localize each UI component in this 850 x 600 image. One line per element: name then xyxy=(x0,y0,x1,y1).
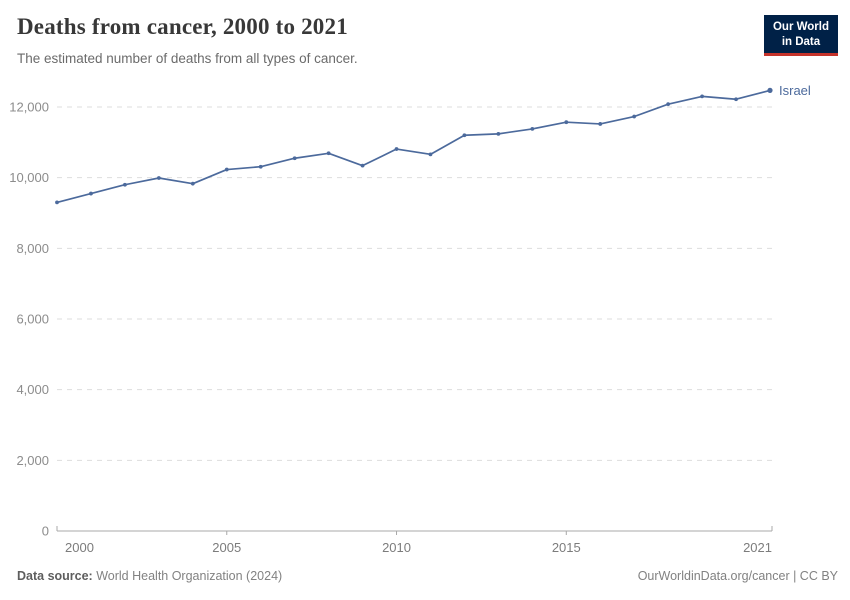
data-point-2000[interactable] xyxy=(55,200,59,205)
data-source: Data source: World Health Organization (… xyxy=(17,569,282,583)
data-point-2021[interactable] xyxy=(767,87,773,93)
data-point-2017[interactable] xyxy=(632,114,637,119)
y-axis-label-10000: 10,000 xyxy=(9,170,49,185)
data-point-2003[interactable] xyxy=(156,176,161,180)
x-axis-label-2021: 2021 xyxy=(743,540,772,555)
x-axis-label-2000: 2000 xyxy=(65,540,94,555)
y-axis-label-0: 0 xyxy=(42,524,49,539)
series-end-label-israel[interactable]: Israel xyxy=(779,83,811,98)
y-axis-label-2000: 2,000 xyxy=(16,453,49,468)
chart-title: Deaths from cancer, 2000 to 2021 xyxy=(17,14,348,39)
chart-subtitle: The estimated number of deaths from all … xyxy=(17,51,358,66)
data-point-2001[interactable] xyxy=(89,191,93,196)
data-point-2016[interactable] xyxy=(598,122,603,126)
data-point-2019[interactable] xyxy=(700,94,704,99)
chart-footer: Data source: World Health Organization (… xyxy=(17,569,838,583)
data-source-value: World Health Organization (2024) xyxy=(96,569,283,583)
data-point-2004[interactable] xyxy=(190,181,195,186)
data-point-2005[interactable] xyxy=(224,167,229,172)
y-axis-label-4000: 4,000 xyxy=(16,382,49,397)
owid-logo-line2: in Data xyxy=(781,35,821,48)
data-point-2006[interactable] xyxy=(258,164,263,169)
x-axis-label-2010: 2010 xyxy=(382,540,411,555)
data-point-2008[interactable] xyxy=(326,151,331,156)
y-axis-label-12000: 12,000 xyxy=(9,100,49,115)
series-line-israel[interactable] xyxy=(56,89,771,204)
data-source-label: Data source: xyxy=(17,569,93,583)
owid-logo[interactable]: Our World in Data xyxy=(763,15,838,56)
data-point-2002[interactable] xyxy=(123,182,127,187)
data-point-2013[interactable] xyxy=(496,131,501,136)
y-axis-label-8000: 8,000 xyxy=(16,241,49,256)
owid-logo-line1: Our World xyxy=(772,21,829,33)
line-chart: 0 2,000 4,000 6,000 8,000 10,000 12,000 2000 200… xyxy=(9,83,811,555)
data-point-2011[interactable] xyxy=(428,152,433,157)
data-point-2015[interactable] xyxy=(564,120,569,125)
data-point-2010[interactable] xyxy=(394,147,399,151)
x-axis-label-2015: 2015 xyxy=(552,540,581,555)
data-point-2018[interactable] xyxy=(666,102,671,107)
x-axis-label-2005: 2005 xyxy=(212,540,241,555)
data-point-2009[interactable] xyxy=(360,163,365,168)
y-axis-label-6000: 6,000 xyxy=(16,312,49,327)
data-point-2012[interactable] xyxy=(462,133,467,138)
data-point-2014[interactable] xyxy=(530,127,535,131)
footer-link[interactable]: OurWorldinData.org/cancer | CC BY xyxy=(637,569,838,583)
data-point-2007[interactable] xyxy=(292,156,297,161)
data-point-2020[interactable] xyxy=(734,97,738,102)
